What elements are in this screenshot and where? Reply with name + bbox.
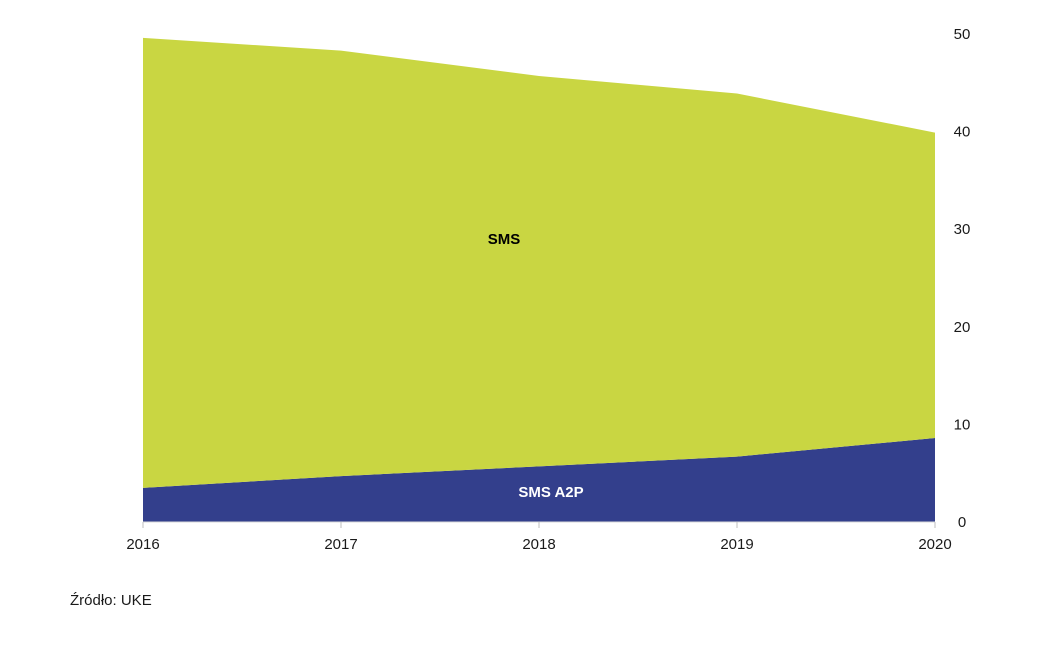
series-label-sms: SMS	[488, 231, 521, 248]
y-tick-label: 0	[958, 514, 966, 531]
area-sms-a2p	[143, 438, 935, 522]
x-tick-label: 2016	[126, 536, 159, 553]
x-tick-label: 2020	[918, 536, 951, 553]
y-tick-label: 10	[954, 416, 971, 433]
y-tick-label: 30	[954, 221, 971, 238]
x-tick-label: 2017	[324, 536, 357, 553]
y-tick-label: 40	[954, 124, 971, 141]
x-tick-label: 2019	[720, 536, 753, 553]
area-sms	[143, 37, 935, 488]
source-note: Źródło: UKE	[70, 592, 152, 609]
x-tick-label: 2018	[522, 536, 555, 553]
y-tick-label: 20	[954, 319, 971, 336]
y-tick-label: 50	[954, 26, 971, 43]
series-label-sms-a2p: SMS A2P	[518, 484, 583, 501]
